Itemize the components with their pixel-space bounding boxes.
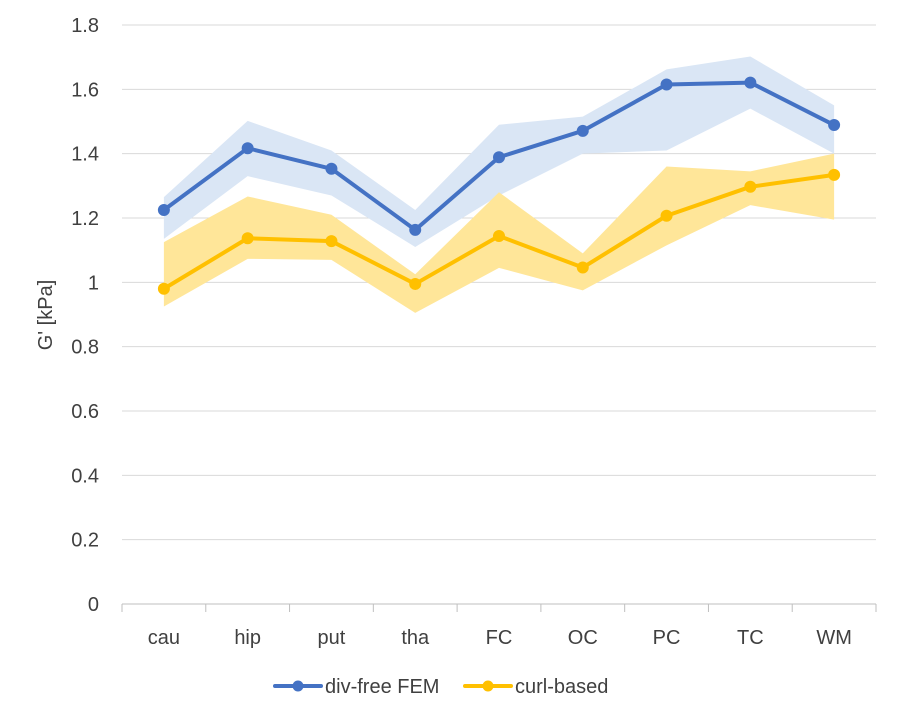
x-tick-label: hip bbox=[234, 627, 261, 649]
point-div-free-fem bbox=[493, 151, 505, 164]
point-curl-based bbox=[660, 209, 673, 222]
y-tick-label: 0.2 bbox=[71, 530, 99, 552]
legend-label-div-free-fem: div-free FEM bbox=[325, 676, 439, 698]
y-tick-label: 1.6 bbox=[71, 79, 99, 101]
y-axis-title: G' [kPa] bbox=[35, 280, 57, 351]
point-div-free-fem bbox=[325, 162, 338, 175]
point-div-free-fem bbox=[660, 78, 673, 91]
legend-marker-div-free-fem bbox=[292, 680, 304, 692]
series-points bbox=[157, 76, 841, 295]
point-curl-based bbox=[576, 261, 589, 274]
point-curl-based bbox=[157, 282, 170, 295]
point-curl-based bbox=[744, 180, 757, 193]
y-tick-label: 1.8 bbox=[71, 15, 99, 37]
point-div-free-fem bbox=[744, 76, 757, 89]
y-tick-label: 0.6 bbox=[71, 401, 99, 423]
y-tick-label: 0 bbox=[88, 594, 99, 616]
x-tick-label: OC bbox=[568, 627, 598, 649]
y-tick-label: 0.8 bbox=[71, 337, 99, 359]
y-tick-label: 0.4 bbox=[71, 465, 99, 487]
x-tick-label: tha bbox=[401, 627, 430, 649]
y-tick-label: 1.2 bbox=[71, 208, 99, 230]
x-tick-label: FC bbox=[486, 627, 513, 649]
point-curl-based bbox=[325, 235, 338, 248]
point-curl-based bbox=[493, 230, 505, 243]
point-curl-based bbox=[409, 277, 422, 290]
point-div-free-fem bbox=[828, 119, 841, 132]
legend-label-curl-based: curl-based bbox=[515, 676, 608, 698]
legend-marker-curl-based bbox=[482, 680, 494, 692]
legend: div-free FEM curl-based bbox=[273, 676, 608, 698]
point-div-free-fem bbox=[157, 203, 170, 216]
point-div-free-fem bbox=[409, 223, 422, 236]
x-axis bbox=[121, 603, 877, 612]
x-tick-label: TC bbox=[737, 627, 764, 649]
point-curl-based bbox=[241, 232, 254, 245]
x-tick-label: put bbox=[318, 627, 346, 649]
x-axis-tick-labels: cau hip put tha FC OC PC TC WM bbox=[148, 627, 852, 649]
y-axis-tick-labels: 0 0.2 0.4 0.6 0.8 1 1.2 1.4 1.6 1.8 bbox=[71, 15, 99, 616]
x-tick-label: cau bbox=[148, 627, 180, 649]
confidence-bands bbox=[163, 56, 835, 313]
point-div-free-fem bbox=[576, 124, 589, 137]
y-tick-label: 1.4 bbox=[71, 144, 99, 166]
x-tick-label: WM bbox=[816, 627, 852, 649]
x-tick-label: PC bbox=[653, 627, 681, 649]
y-tick-label: 1 bbox=[88, 272, 99, 294]
point-curl-based bbox=[828, 168, 841, 181]
point-div-free-fem bbox=[241, 142, 254, 155]
